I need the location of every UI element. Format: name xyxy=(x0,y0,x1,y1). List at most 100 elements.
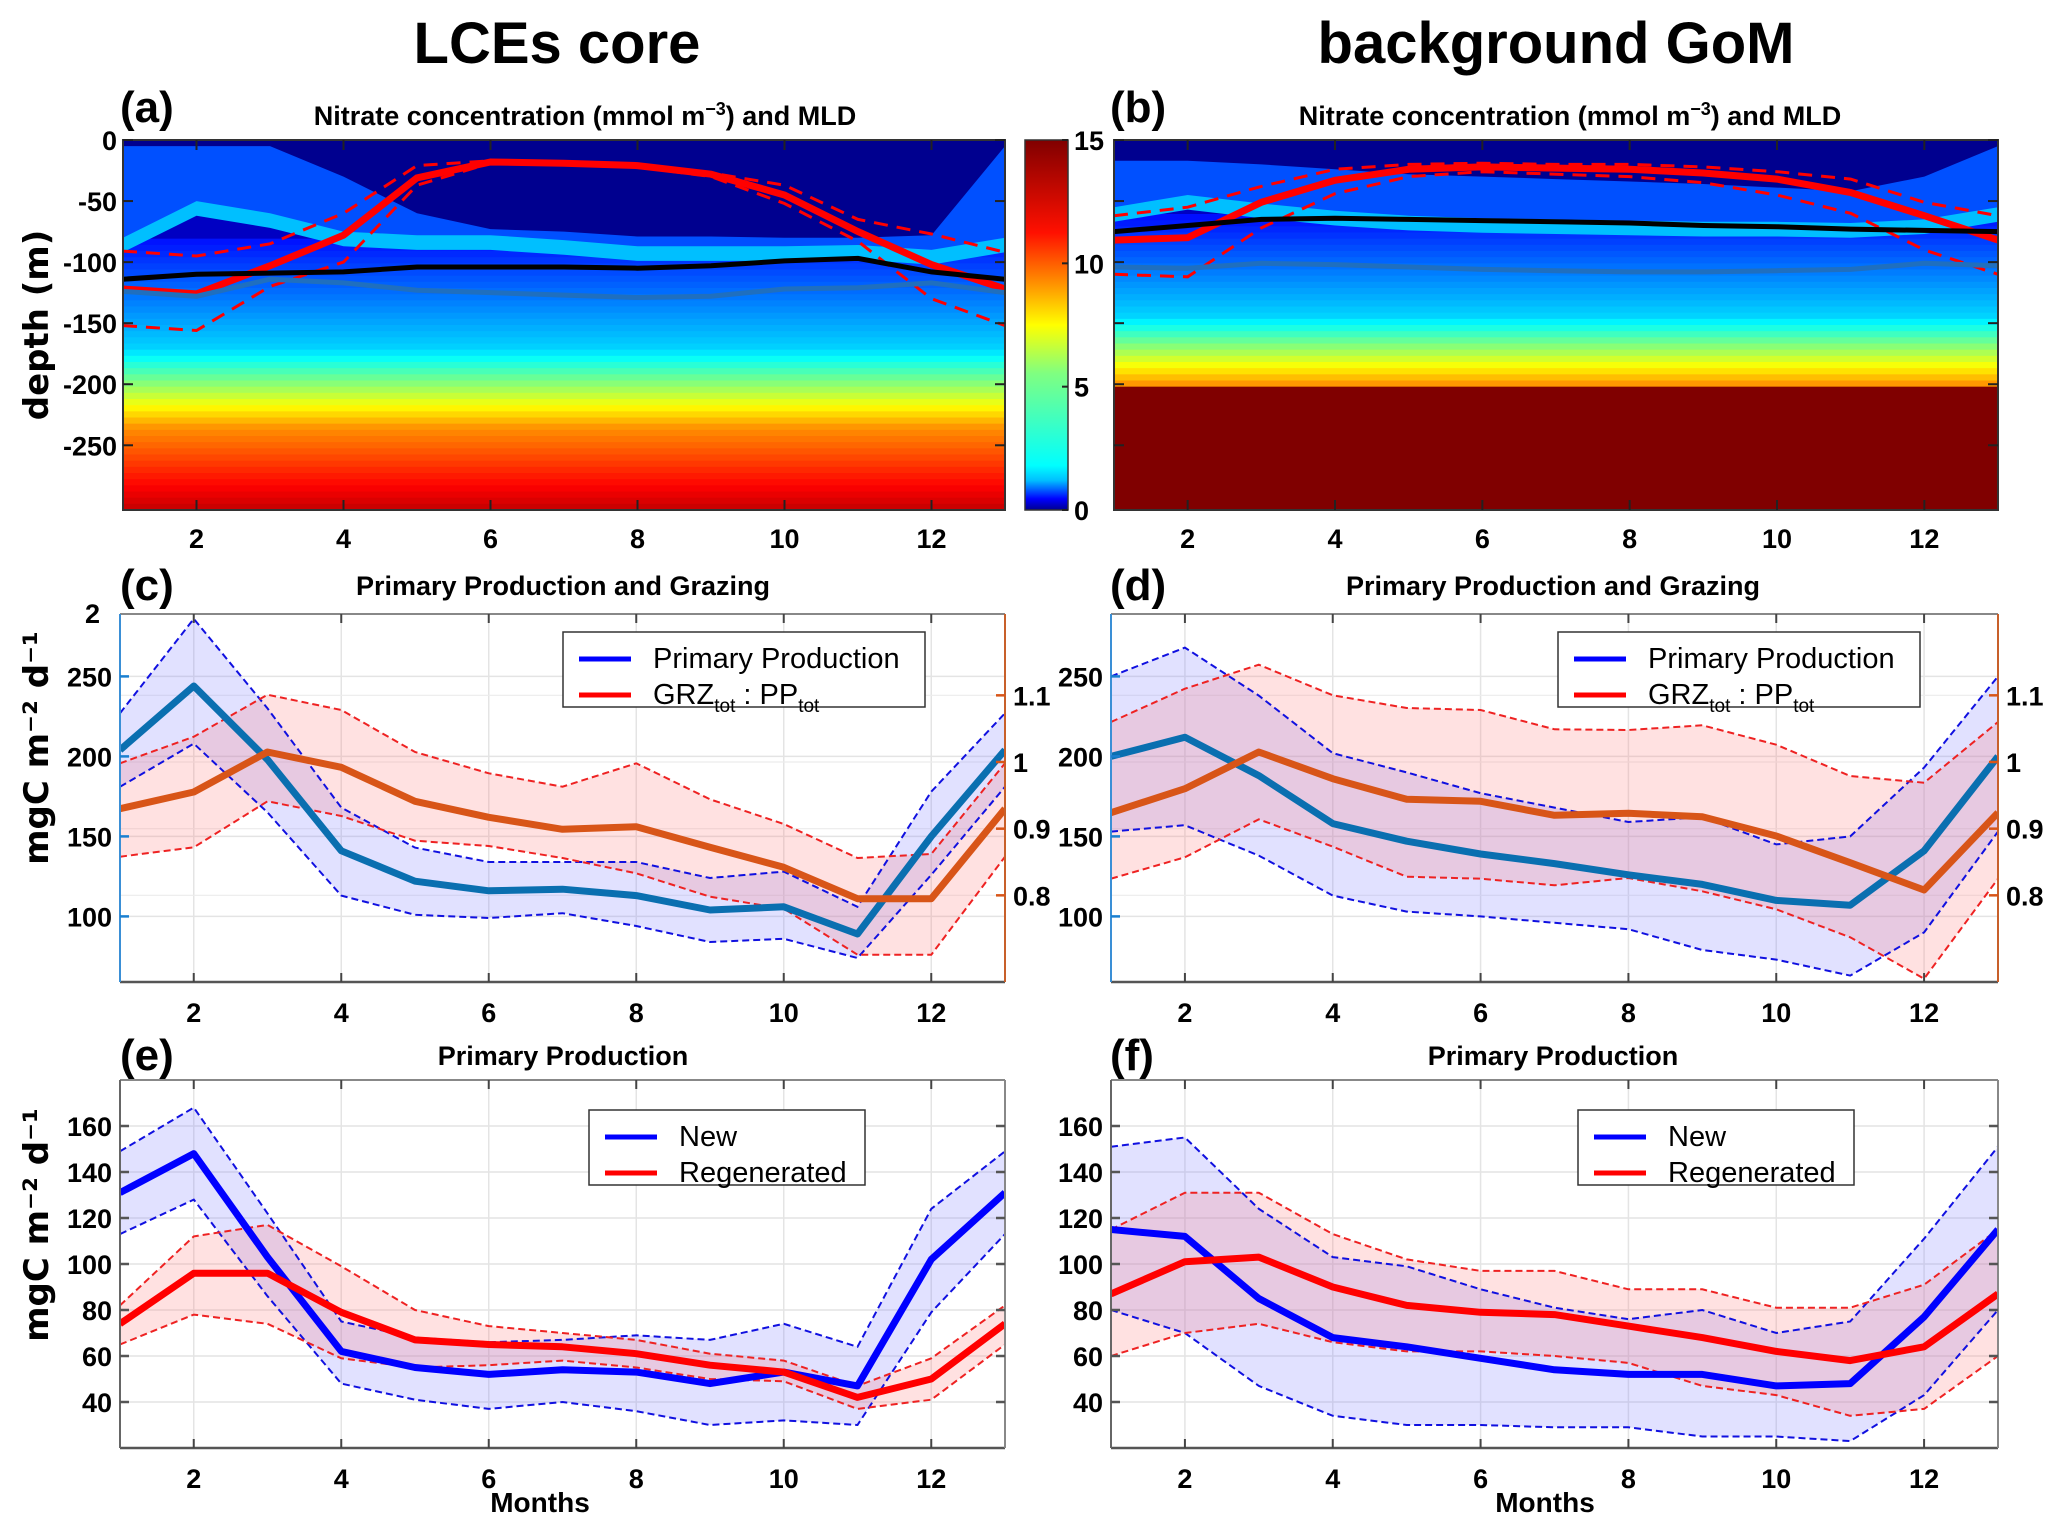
y-tick-label: 200 xyxy=(1058,742,1103,772)
heatmap-cell xyxy=(1114,238,1998,246)
x-tick-label: 6 xyxy=(481,998,496,1028)
x-tick-label: 4 xyxy=(336,524,351,554)
panel-title-d: Primary Production and Grazing xyxy=(1346,571,1760,601)
panel-f: (f) Primary Production Months xyxy=(1110,1031,1678,1518)
heatmap-cell xyxy=(123,448,1005,456)
heatmap-cell xyxy=(1114,362,1998,369)
heatmap-cell xyxy=(123,473,1005,480)
upper-bound-line-0 xyxy=(1111,646,1998,846)
x-tick-label: 2 xyxy=(189,524,204,554)
y-tick-label: 150 xyxy=(67,822,112,852)
heatmap-cell xyxy=(1114,300,1998,308)
legend-label-1: GRZtot : PPtot xyxy=(1648,679,1815,717)
legend-label-0: New xyxy=(1668,1121,1727,1153)
plot-area xyxy=(1111,1136,1998,1443)
y-tick-label: 80 xyxy=(82,1296,112,1326)
heatmap-cell xyxy=(1114,263,1998,271)
upper-bound-line-0 xyxy=(120,1106,1005,1349)
heatmap-cell xyxy=(123,436,1005,443)
title-sup: −3 xyxy=(705,99,726,119)
heatmap-cell xyxy=(123,312,1005,320)
heatmap-cell xyxy=(1114,436,1998,443)
y-tick-label: -150 xyxy=(63,309,117,339)
x-tick-label: 12 xyxy=(916,1464,946,1494)
panel-label-e: (e) xyxy=(120,1031,174,1080)
line-chart-d: 2 4 6 8 10 12 100 150 200 250 0.8 0.9 1 1.1 Primary Pr… xyxy=(1058,613,2044,1028)
heatmap-cell xyxy=(1114,503,1998,510)
y-tick-label-right: 1.1 xyxy=(2006,681,2044,711)
heatmap-cell xyxy=(1114,473,1998,480)
series-line-blue-contour xyxy=(123,276,1005,301)
lower-bound-line-1 xyxy=(120,800,1005,956)
y-tick-label: 200 xyxy=(67,742,112,772)
x-tick-label: 4 xyxy=(334,998,349,1028)
heatmap-area-b xyxy=(1114,140,1998,510)
x-tick-label: 8 xyxy=(1621,1464,1636,1494)
title-prefix: Nitrate concentration (mmol m xyxy=(314,101,706,131)
heatmap-cell xyxy=(123,275,1005,283)
x-tick-label: 6 xyxy=(1475,524,1490,554)
heatmap-cell xyxy=(1114,294,1998,301)
heatmap-cell xyxy=(1114,466,1998,474)
y-tick-label: 0 xyxy=(102,126,117,156)
x-tick-label: 12 xyxy=(916,998,946,1028)
x-tick-label: 8 xyxy=(1622,524,1637,554)
heatmap-cell xyxy=(123,380,1005,388)
x-tick-label: 2 xyxy=(1177,1464,1192,1494)
x-tick-label: 2 xyxy=(186,998,201,1028)
heatmap-cell xyxy=(1114,392,1998,400)
x-tick-label: 12 xyxy=(1909,998,1939,1028)
series-line-black-contour xyxy=(1114,215,1998,235)
line-chart-f: 2 4 6 8 10 12 40 60 80 100 120 140 160 New Regenerated xyxy=(1058,1079,1999,1494)
x-tick-label: 6 xyxy=(483,524,498,554)
y-tick-label: 100 xyxy=(67,1250,112,1280)
plot-area xyxy=(120,617,1005,960)
panel-label-b: (b) xyxy=(1110,83,1166,132)
y-tick-label-right: 1 xyxy=(1013,748,1028,778)
legend-label-part: : PP xyxy=(735,679,798,711)
ylabel-c: mgC m⁻² d⁻¹ xyxy=(17,631,57,865)
y-tick-label: 140 xyxy=(67,1158,112,1188)
heatmap-cell xyxy=(123,411,1005,419)
heatmap-cell xyxy=(1114,281,1998,289)
legend-label-1: Regenerated xyxy=(679,1157,847,1189)
heatmap-cell xyxy=(1114,448,1998,456)
legend-label-part: GRZ xyxy=(653,679,714,711)
top-left-label-c: 2 xyxy=(85,599,100,629)
legend-label-0: New xyxy=(679,1121,738,1153)
plot-area xyxy=(1111,646,1998,981)
y-tick-label: 140 xyxy=(1058,1158,1103,1188)
axes-frame-b xyxy=(1113,139,1999,511)
title-suffix: ) and MLD xyxy=(726,101,856,131)
heatmap-cell xyxy=(123,399,1005,406)
colorbar: 0 5 10 15 xyxy=(1024,126,1104,526)
upper-bound-line-1 xyxy=(1111,663,1998,784)
y-tick-label-right: 0.8 xyxy=(2006,881,2044,911)
x-tick-label: 10 xyxy=(1761,1464,1791,1494)
confidence-band-1 xyxy=(1111,1192,1998,1416)
heatmap-cell xyxy=(1114,318,1998,326)
legend-label-1: Regenerated xyxy=(1668,1157,1836,1189)
legend-label-sub: tot xyxy=(798,696,820,717)
heatmap-cell xyxy=(1114,343,1998,351)
heatmap-cell xyxy=(123,386,1005,394)
legend-label-sub: tot xyxy=(1709,696,1731,717)
confidence-band-0 xyxy=(120,618,1005,958)
heatmap-cell xyxy=(1114,368,1998,375)
legend-label-part: GRZ xyxy=(1648,679,1709,711)
y-tick-label-right: 1 xyxy=(2006,748,2021,778)
y-tick-label: 160 xyxy=(1058,1112,1103,1142)
heatmap-area-a xyxy=(123,140,1005,510)
x-tick-label: 10 xyxy=(769,524,799,554)
panel-b: (b) Nitrate concentration (mmol m−3) and… xyxy=(1110,83,1999,554)
heatmap-cell xyxy=(123,318,1005,326)
heatmap-cell xyxy=(1114,460,1998,468)
xlabel-e: Months xyxy=(490,1487,590,1518)
y-tick-label: 160 xyxy=(67,1112,112,1142)
heatmap-cell xyxy=(123,343,1005,351)
y-tick-label: 150 xyxy=(1058,822,1103,852)
panel-d: (d) Primary Production and Grazing xyxy=(1110,561,1760,610)
heatmap-cell xyxy=(123,337,1005,345)
lower-bound-line-0 xyxy=(120,742,1005,960)
lower-bound-line-1 xyxy=(1111,818,1998,981)
